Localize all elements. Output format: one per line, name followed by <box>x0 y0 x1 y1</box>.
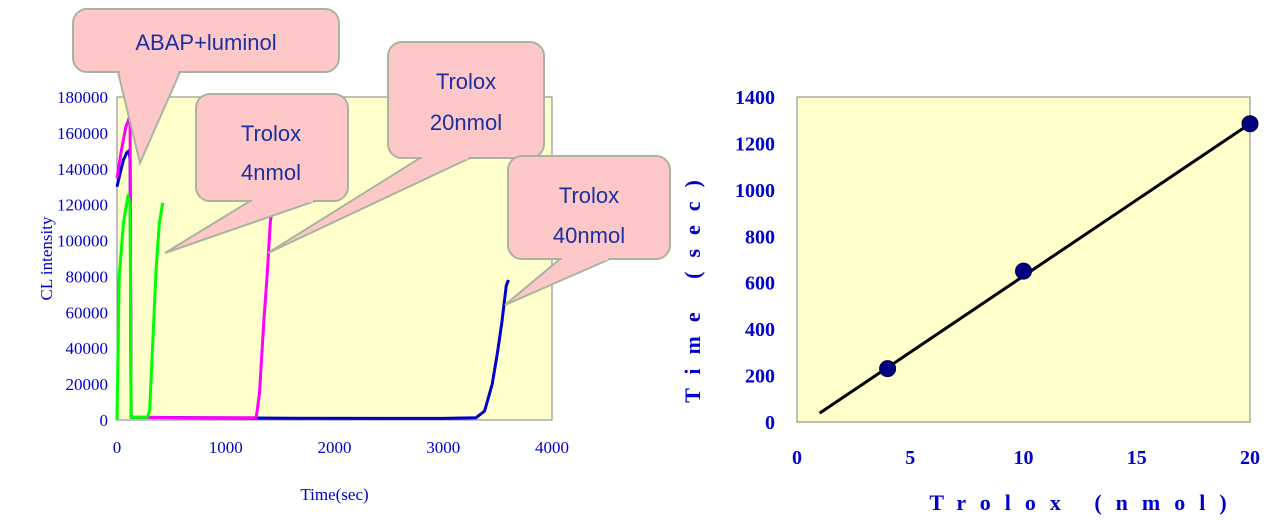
y-axis-label-time: Time (sec) <box>680 166 705 403</box>
x-axis-label-trolox: Trolox (nmol) <box>929 490 1240 515</box>
time-vs-trolox-chart: 0 200 400 600 800 1000 1200 1400 0 5 10 15 20 Trolo… <box>680 87 1260 515</box>
data-point <box>879 360 897 378</box>
callout-text: 4nmol <box>241 160 301 185</box>
callout-text: Trolox <box>559 183 619 208</box>
data-point <box>1241 115 1259 133</box>
callout-2: Trolox 4nmol <box>164 93 349 254</box>
callout-box <box>72 8 340 73</box>
y-tick-label: 180000 <box>57 88 108 107</box>
x-tick-label: 15 <box>1127 447 1147 469</box>
x-tick-label: 10 <box>1014 447 1034 469</box>
series-line-3 <box>115 194 165 421</box>
y-tick-label: 160000 <box>57 124 108 143</box>
callout-box <box>387 41 545 159</box>
y-tick-label: 1000 <box>735 180 775 202</box>
y-tick-label: 400 <box>745 319 775 341</box>
callout-text: ABAP+luminol <box>135 30 276 55</box>
y-tick-label: 600 <box>745 273 775 295</box>
y-tick-label: 0 <box>100 411 109 430</box>
x-tick-label: 5 <box>905 447 915 469</box>
y-tick-label: 40000 <box>66 339 109 358</box>
y-tick-label: 120000 <box>57 196 108 215</box>
x-axis-label-cl: Time(sec) <box>300 485 368 504</box>
x-tick-label: 20 <box>1240 447 1260 469</box>
y-tick-label: 140000 <box>57 160 108 179</box>
callout-3: Trolox 20nmol <box>267 41 545 254</box>
y-tick-label: 20000 <box>66 375 109 394</box>
y-tick-label: 80000 <box>66 267 109 286</box>
series-line-1 <box>115 149 510 420</box>
callout-1: ABAP+luminol <box>72 8 340 167</box>
y-tick-label: 100000 <box>57 232 108 251</box>
y-tick-label: 0 <box>765 412 775 434</box>
y-tick-label: 800 <box>745 226 775 248</box>
x-tick-label: 0 <box>792 447 802 469</box>
x-tick-label: 0 <box>113 438 122 457</box>
callout-text: Trolox <box>241 121 301 146</box>
cl-intensity-chart: 0200004000060000800001000001200001400001… <box>37 8 671 504</box>
x-tick-label: 3000 <box>426 438 460 457</box>
y-tick-label: 1200 <box>735 133 775 155</box>
x-tick-label: 2000 <box>318 438 352 457</box>
callout-text: 20nmol <box>430 110 502 135</box>
data-point <box>1015 262 1032 280</box>
y-axis-label-cl: CL intensity <box>37 216 56 300</box>
y-tick-label: 200 <box>745 366 775 388</box>
callout-4: Trolox 40nmol <box>504 155 671 306</box>
series-line-2 <box>115 117 276 420</box>
y-tick-label: 60000 <box>66 303 109 322</box>
callout-text: Trolox <box>436 69 496 94</box>
x-tick-label: 4000 <box>535 438 569 457</box>
x-tick-label: 1000 <box>209 438 243 457</box>
y-tick-label: 1400 <box>735 87 775 109</box>
callout-text: 40nmol <box>553 223 625 248</box>
plot-area-time <box>796 96 1251 423</box>
